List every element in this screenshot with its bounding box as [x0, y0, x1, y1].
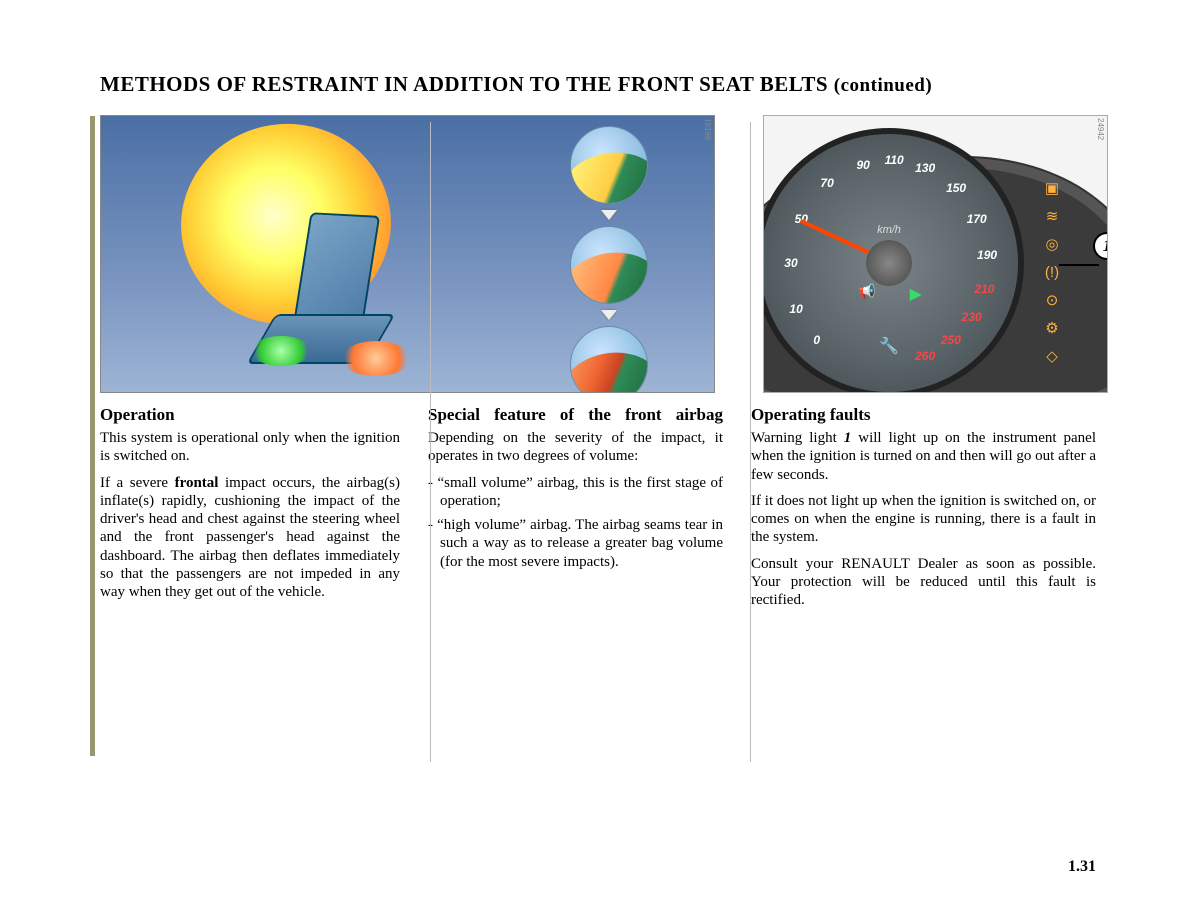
arrow-down-icon: [601, 210, 617, 220]
speed-250: 250: [941, 333, 961, 347]
title-main: METHODS OF RESTRAINT IN ADDITION TO THE …: [100, 72, 828, 96]
inflation-stages: [534, 126, 684, 393]
title-continued: (continued): [834, 75, 932, 96]
op-p2-b: impact occurs, the airbag(s) inflate(s) …: [100, 475, 400, 601]
horn-icon: 📢: [858, 284, 875, 301]
figure1-ref: 18196: [703, 118, 712, 140]
page-number: 1.31: [1068, 858, 1096, 876]
engine-warning-icon: ⚙: [1040, 318, 1064, 338]
stage-3-icon: [570, 326, 648, 393]
speed-170: 170: [967, 212, 987, 226]
col-operation: Operation This system is operational onl…: [100, 403, 400, 618]
speed-210: 210: [974, 282, 994, 296]
faults-p1: Warning light 1 will light up on the ins…: [751, 429, 1096, 484]
figure2-ref: 24942: [1096, 118, 1105, 140]
seatbelt-warning-icon: ▣: [1040, 178, 1064, 198]
speed-0: 0: [813, 333, 820, 347]
warning-light-strip: ▣ ≋ ◎ (!) ⊙ ⚙ ◇: [1033, 178, 1071, 366]
operation-heading: Operation: [100, 405, 400, 425]
speed-130: 130: [915, 161, 935, 175]
op-p2-bold: frontal: [175, 475, 219, 491]
speed-110: 110: [885, 153, 904, 167]
wrench-icon: 🔧: [879, 336, 899, 356]
speed-10: 10: [789, 302, 802, 316]
special-list: “small volume” airbag, this is the first…: [428, 474, 723, 571]
section-divider: [90, 116, 95, 756]
column-rule-2: [750, 122, 751, 762]
airbag-seat-illustration: [141, 124, 461, 384]
col-special: Special feature of the front airbag Depe…: [428, 403, 723, 618]
figure-instrument-cluster: 24942 km/h 0 10 30 50 70 90 110 130 150 …: [763, 115, 1108, 393]
figure-cluster-column: 24942 km/h 0 10 30 50 70 90 110 130 150 …: [763, 115, 1108, 393]
figure-airbag-column: 18196: [100, 115, 735, 393]
faults-heading: Operating faults: [751, 405, 1096, 425]
operation-p2: If a severe frontal impact occurs, the a…: [100, 474, 400, 602]
turn-signal-icon: ▶: [910, 284, 922, 304]
manual-page: METHODS OF RESTRAINT IN ADDITION TO THE …: [100, 72, 1110, 618]
page-title: METHODS OF RESTRAINT IN ADDITION TO THE …: [100, 72, 1110, 97]
heater-warning-icon: ≋: [1040, 206, 1064, 226]
faults-p3: Consult your RENAULT Dealer as soon as p…: [751, 555, 1096, 610]
speedometer: km/h 0 10 30 50 70 90 110 130 150 170 19…: [763, 128, 1024, 393]
callout-leader: [1059, 264, 1099, 266]
callout-number: 1: [1103, 236, 1108, 256]
speed-230: 230: [962, 310, 982, 324]
f-p1-a: Warning light: [751, 430, 844, 446]
col-faults: Operating faults Warning light 1 will li…: [751, 403, 1096, 618]
speed-190: 190: [977, 248, 997, 262]
text-columns: Operation This system is operational onl…: [100, 403, 1110, 618]
op-p2-a: If a severe: [100, 475, 175, 491]
arrow-down-icon: [601, 310, 617, 320]
service-warning-icon: ◇: [1040, 346, 1064, 366]
speed-150: 150: [946, 181, 966, 195]
faults-p2: If it does not light up when the ignitio…: [751, 492, 1096, 547]
special-li1: “small volume” airbag, this is the first…: [428, 474, 723, 511]
figure-airbag-deployment: 18196: [100, 115, 715, 393]
operation-p1: This system is operational only when the…: [100, 429, 400, 466]
speed-unit: km/h: [877, 224, 901, 236]
speed-70: 70: [820, 176, 833, 190]
speed-90: 90: [857, 158, 870, 172]
special-p1: Depending on the severity of the impact,…: [428, 429, 723, 466]
special-heading: Special feature of the front airbag: [428, 405, 723, 425]
speed-260: 260: [915, 349, 935, 363]
special-li2: “high volume” airbag. The airbag seams t…: [428, 516, 723, 571]
speed-30: 30: [784, 256, 797, 270]
column-rule-1: [430, 122, 431, 762]
stage-1-icon: [570, 126, 648, 204]
pretensioner-glow-green: [251, 336, 311, 366]
stage-2-icon: [570, 226, 648, 304]
pretensioner-glow-orange: [341, 341, 411, 376]
abs-warning-icon: ◎: [1040, 234, 1064, 254]
speedometer-hub: [866, 240, 912, 286]
airbag-warning-icon: ⊙: [1040, 290, 1064, 310]
figures-row: 18196: [100, 115, 1110, 393]
